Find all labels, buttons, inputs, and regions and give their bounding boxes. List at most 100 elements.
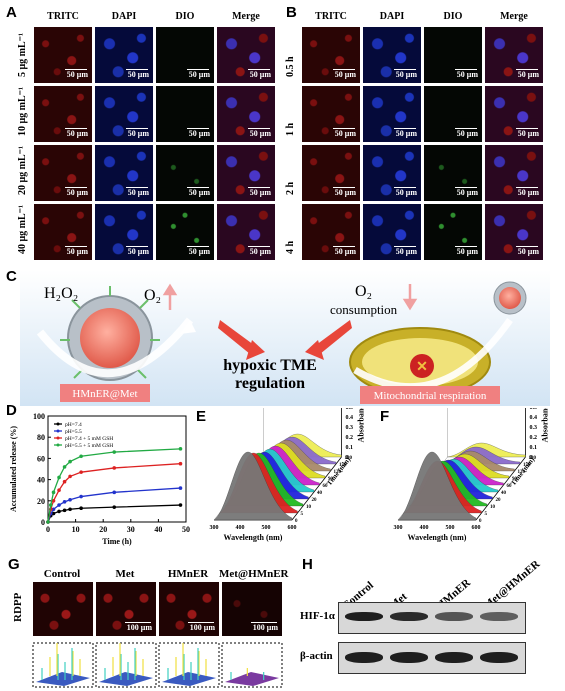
series-point-1: [112, 490, 117, 495]
panel-f-z-tick-label: 10: [490, 505, 496, 510]
panel-a-row-label-0: 5 μg mL⁻¹: [17, 33, 28, 77]
surface-plot-frame: [95, 642, 157, 688]
panel-b-image-dapi-0: 50 μm: [363, 27, 421, 83]
panel-b-scale-bar-label: 50 μm: [395, 70, 417, 79]
panel-e-label: E: [196, 408, 207, 425]
panel-g-image-2: 100 μm: [159, 582, 219, 636]
panel-b-scale-bar-line: [394, 127, 416, 129]
panel-b-scale-bar-label: 50 μm: [456, 247, 478, 256]
panel-e-z-tick-label: 150: [339, 463, 347, 468]
panel-f-absorbance-label: Absorbance: [541, 408, 550, 442]
panel-f-y-tick-label: 0.1: [530, 445, 538, 451]
panel-b-image-merge-2: 50 μm: [485, 145, 543, 201]
panel-a-scale-bar-line: [187, 245, 209, 247]
panel-b-scale-bar-line: [333, 68, 355, 70]
panel-f-z-tick-label: 0: [479, 519, 482, 524]
series-point-2: [57, 488, 61, 492]
right-label-text: Mitochondrial respiration: [374, 390, 487, 402]
series-point-1: [57, 503, 61, 507]
panel-b-col-header-2: DIO: [443, 11, 463, 22]
left-label-text: HMnER@Met: [72, 388, 137, 400]
center-text-line1: hypoxic TME: [223, 357, 317, 374]
panel-a-scale-bar-label: 50 μm: [249, 129, 271, 138]
panel-a-scale-bar-line: [65, 245, 87, 247]
panel-f-x-tick-label: 500: [446, 525, 455, 531]
panel-a-scale-bar-line: [126, 186, 148, 188]
panel-f-z-tick-label: 90: [512, 477, 518, 482]
surface-base: [162, 672, 216, 686]
panel-b-scale-bar-line: [516, 127, 538, 129]
panel-a-scale-bar-label: 50 μm: [249, 247, 271, 256]
series-point-1: [51, 507, 56, 512]
series-point-1: [79, 494, 83, 499]
panel-f-z-tick-label: 180: [529, 456, 537, 461]
panel-f-x-axis-label: Wavelength (nm): [408, 533, 467, 542]
right-curved-arrow: [353, 317, 513, 391]
panel-a-row-label-2: 20 μg mL⁻¹: [17, 146, 28, 195]
panel-g-scale-bar-line: [125, 621, 151, 623]
panel-a-scale-bar-line: [65, 186, 87, 188]
panel-g-surface-plot-1: [95, 642, 157, 688]
panel-e-z-tick-label: 60: [323, 484, 329, 489]
panel-e-z-tick-label: 180: [345, 456, 353, 461]
panel-b-label: B: [286, 4, 297, 21]
panel-c-schematic: ✕ H₂O₂ O₂ O₂ consumption hypoxic TME reg…: [20, 270, 550, 406]
y-axis-label: Accumulated release (%): [9, 426, 18, 512]
panel-h-band-1-0: [345, 652, 383, 663]
panel-b-row-label-0: 0.5 h: [285, 56, 296, 77]
series-point-3: [48, 503, 53, 507]
panel-h-band-0-3: [480, 612, 518, 621]
panel-b-scale-bar-label: 50 μm: [334, 70, 356, 79]
series-point-0: [112, 505, 117, 509]
plot-frame: [47, 415, 187, 523]
panel-a-scale-bar-line: [126, 245, 148, 247]
panel-b-image-merge-3: 50 μm: [485, 204, 543, 260]
x-tick-label: 50: [182, 525, 190, 534]
panel-b-image-merge-1: 50 μm: [485, 86, 543, 142]
panel-g-scale-bar-label: 100 μm: [126, 623, 152, 632]
panel-e-x-axis-label: Wavelength (nm): [224, 533, 283, 542]
series-point-1: [68, 497, 72, 502]
surface-plot-frame: [32, 642, 94, 688]
series-point-0: [57, 509, 61, 514]
panel-a-label: A: [6, 4, 17, 21]
panel-b-image-dio-1: 50 μm: [424, 86, 482, 142]
panel-a-scale-bar-label: 50 μm: [66, 188, 88, 197]
panel-a-image-dapi-0: 50 μm: [95, 27, 153, 83]
panel-b-scale-bar-line: [333, 245, 355, 247]
panel-a-scale-bar-label: 50 μm: [188, 247, 210, 256]
panel-h-band-label-0: HIF-1α: [300, 610, 335, 622]
panel-b-scale-bar-line: [333, 127, 355, 129]
panel-h-band-0-0: [345, 612, 383, 621]
series-point-3: [68, 459, 72, 464]
o2-right-text: O₂: [355, 283, 372, 300]
panel-a-scale-bar-label: 50 μm: [66, 247, 88, 256]
panel-g-row-label: RDPP: [12, 592, 24, 622]
legend-marker-3: [56, 443, 60, 447]
consumption-text: consumption: [330, 302, 398, 317]
panel-a-col-header-3: Merge: [232, 11, 260, 22]
panel-g-col-header-3: Met@HMnER: [219, 568, 289, 580]
panel-b-row-label-1: 1 h: [285, 122, 296, 136]
panel-a-image-tritc-1: 50 μm: [34, 86, 92, 142]
x-tick-label: 20: [99, 525, 107, 534]
panel-f-y-tick-label: 0.5: [530, 408, 538, 411]
panel-f-label: F: [380, 408, 390, 425]
series-point-1: [62, 500, 67, 504]
surface-base: [36, 672, 90, 686]
panel-b-scale-bar-line: [394, 68, 416, 70]
panel-a-image-tritc-2: 50 μm: [34, 145, 92, 201]
panel-b-scale-bar-label: 50 μm: [517, 247, 539, 256]
panel-b-row-label-3: 4 h: [285, 240, 296, 254]
panel-a-col-header-0: TRITC: [47, 11, 79, 22]
panel-e-z-tick-label: 10: [306, 505, 312, 510]
panel-b-image-tritc-1: 50 μm: [302, 86, 360, 142]
panel-b-scale-bar-line: [516, 245, 538, 247]
panel-b-scale-bar-line: [394, 245, 416, 247]
nanoparticle-right: [493, 281, 527, 315]
svg-text:✕: ✕: [416, 360, 428, 375]
panel-a-scale-bar-label: 50 μm: [127, 188, 149, 197]
legend-marker-0: [56, 422, 60, 426]
legend-label-2: pH=7.4 + 5 mM GSH: [65, 436, 113, 442]
panel-b-scale-bar-label: 50 μm: [517, 70, 539, 79]
